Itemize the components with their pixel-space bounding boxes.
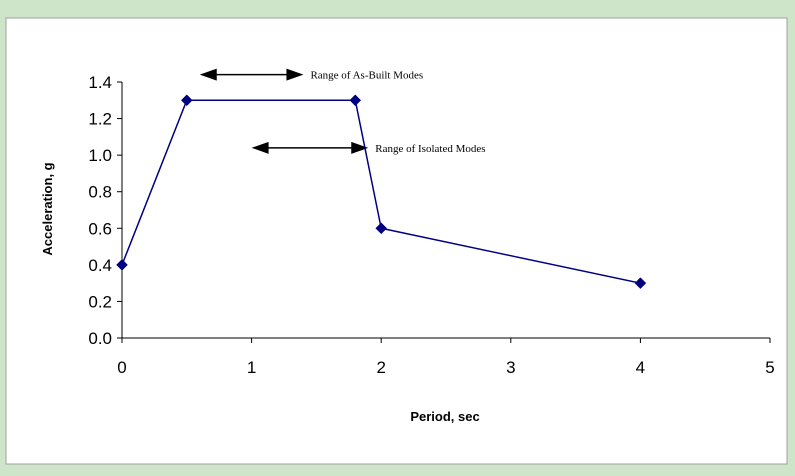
y-tick-label: 0.6 <box>88 219 112 238</box>
range-arrow-right-head <box>351 141 369 154</box>
y-axis-title: Acceleration, g <box>40 162 55 255</box>
range-arrow-left-head <box>199 68 217 81</box>
x-tick-label: 4 <box>636 358 645 377</box>
y-tick-label: 0.2 <box>88 292 112 311</box>
series-layer <box>116 94 647 289</box>
range-annotation: Range of Isolated Modes <box>251 141 486 155</box>
y-tick-label: 0.0 <box>88 329 112 348</box>
data-point-marker <box>116 259 128 271</box>
data-point-marker <box>180 94 193 107</box>
axes-layer: 0.0 0.2 0.4 0.6 0.8 1.0 1.2 1.4 0 1 2 3 4 5 <box>88 73 774 377</box>
range-arrow-left-head <box>251 141 269 154</box>
x-tick-label: 3 <box>506 358 515 377</box>
range-arrow-right-head <box>286 68 304 81</box>
range-annotation-label: Range of As-Built Modes <box>310 70 423 82</box>
range-annotation: Range of As-Built Modes <box>199 68 423 82</box>
y-tick-label: 1.4 <box>88 73 112 92</box>
data-point-marker <box>375 222 388 235</box>
y-tick-label: 1.0 <box>88 146 112 165</box>
annotation-layer: Range of As-Built Modes Range of Isolated… <box>199 68 486 155</box>
x-axis-title: Period, sec <box>410 409 479 424</box>
x-tick-label: 5 <box>765 358 774 377</box>
x-tick-label: 0 <box>117 358 126 377</box>
range-annotation-label: Range of Isolated Modes <box>375 143 485 155</box>
data-point-marker <box>634 277 647 289</box>
y-tick-label: 0.8 <box>88 183 112 202</box>
x-tick-label: 1 <box>247 358 256 377</box>
x-tick-label: 2 <box>376 358 385 377</box>
y-tick-label: 1.2 <box>88 110 112 129</box>
y-tick-label: 0.4 <box>88 256 112 275</box>
plot-area-background <box>5 17 788 465</box>
data-point-marker <box>349 94 362 107</box>
